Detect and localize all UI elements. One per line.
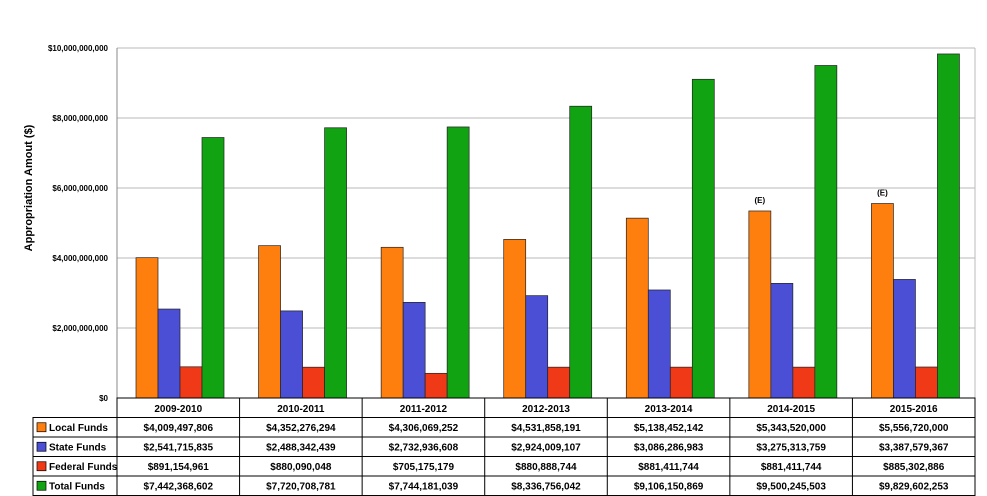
bar-federal-funds — [915, 366, 938, 399]
y-tick-label: $0 — [99, 394, 108, 403]
bars — [135, 53, 960, 399]
table-cell-value: $2,488,342,439 — [266, 442, 336, 453]
bar-local-funds — [380, 246, 404, 399]
y-tick-label: $4,000,000,000 — [52, 254, 108, 263]
table-cell-value: $705,175,179 — [393, 462, 455, 473]
table-cell-value: $4,306,069,252 — [389, 423, 459, 434]
table-cell-value: $9,106,150,869 — [634, 481, 704, 492]
table-cell-value: $885,302,886 — [883, 462, 945, 473]
table-cell-value: $3,275,313,759 — [756, 442, 826, 453]
bar-local-funds — [503, 239, 527, 399]
legend-label: Local Funds — [49, 423, 108, 434]
y-axis-label: Appropriation Amout ($) — [23, 124, 35, 251]
category-label: 2009-2010 — [154, 404, 202, 415]
table-cell-value: $4,352,276,294 — [266, 423, 336, 434]
table-cell-value: $880,888,744 — [515, 462, 577, 473]
bar-total-funds — [569, 105, 593, 399]
bar-federal-funds — [179, 366, 203, 399]
category-label: 2010-2011 — [277, 404, 325, 415]
y-tick-label: $8,000,000,000 — [52, 114, 108, 123]
bar-federal-funds — [302, 366, 325, 399]
table-cell-value: $881,411,744 — [761, 462, 822, 473]
table-cell-value: $7,744,181,039 — [389, 481, 459, 492]
bar-state-funds — [157, 308, 181, 399]
bar-federal-funds — [669, 366, 693, 399]
bar-state-funds — [647, 289, 671, 399]
bar-state-funds — [893, 279, 916, 399]
table-cell-value: $2,924,009,107 — [511, 442, 581, 453]
bar-local-funds — [625, 217, 649, 399]
bar-federal-funds — [424, 372, 448, 399]
estimate-annotation: (E) — [877, 189, 888, 198]
table-cell-value: $9,829,602,253 — [879, 481, 949, 492]
table-cell-value: $4,531,858,191 — [511, 423, 581, 434]
table-cell-value: $881,411,744 — [638, 462, 699, 473]
legend-label: Total Funds — [49, 481, 105, 492]
table-cell-value: $880,090,048 — [270, 462, 332, 473]
estimate-annotation: (E) — [755, 196, 766, 205]
y-tick-label: $10,000,000,000 — [48, 44, 109, 53]
legend-label: State Funds — [49, 442, 107, 453]
category-label: 2013-2014 — [645, 404, 693, 415]
bar-local-funds — [258, 245, 281, 399]
legend-label: Federal Funds — [49, 462, 118, 473]
bar-state-funds — [525, 295, 549, 399]
data-table: 2009-2010 2010-2011 2011-2012 2012-2013 2013… — [32, 397, 976, 496]
bar-total-funds — [446, 126, 470, 399]
legend-swatch — [36, 480, 47, 491]
bar-federal-funds — [792, 366, 816, 399]
table-cell-value: $8,336,756,042 — [511, 481, 581, 492]
bar-local-funds — [135, 257, 159, 399]
legend-swatch — [36, 461, 47, 472]
table-cell-value: $9,500,245,503 — [756, 481, 826, 492]
category-label: 2011-2012 — [400, 404, 448, 415]
bar-annotations: (E) (E) — [755, 189, 889, 205]
bar-total-funds — [201, 137, 225, 399]
table-cell-value: $5,343,520,000 — [756, 423, 826, 434]
table-cell-value: $5,138,452,142 — [634, 423, 704, 434]
legend-swatch — [36, 441, 47, 452]
bar-federal-funds — [547, 366, 571, 399]
legend-swatch — [36, 422, 47, 433]
bar-local-funds — [871, 203, 894, 399]
category-label: 2012-2013 — [522, 404, 570, 415]
table-cell-value: $891,154,961 — [148, 462, 210, 473]
y-axis: $0 $2,000,000,000 $4,000,000,000 $6,000,000… — [48, 44, 976, 403]
bar-total-funds — [691, 78, 715, 399]
table-cell-value: $3,387,579,367 — [879, 442, 949, 453]
bar-state-funds — [402, 301, 426, 399]
category-label: 2014-2015 — [767, 404, 815, 415]
table-cell-value: $2,732,936,608 — [389, 442, 459, 453]
bar-state-funds — [770, 283, 794, 399]
table-cell-value: $5,556,720,000 — [879, 423, 949, 434]
table-cell-value: $7,442,368,602 — [144, 481, 214, 492]
bar-state-funds — [280, 310, 303, 399]
table-cell-value: $4,009,497,806 — [144, 423, 214, 434]
bar-total-funds — [937, 53, 960, 399]
bar-total-funds — [814, 65, 838, 399]
table-cell-value: $7,720,708,781 — [266, 481, 336, 492]
category-label: 2015-2016 — [890, 404, 938, 415]
bar-local-funds — [748, 210, 772, 399]
y-tick-label: $6,000,000,000 — [52, 184, 108, 193]
bar-total-funds — [324, 127, 347, 399]
table-cell-value: $2,541,715,835 — [144, 442, 214, 453]
table-cell-value: $3,086,286,983 — [634, 442, 704, 453]
y-tick-label: $2,000,000,000 — [52, 324, 108, 333]
